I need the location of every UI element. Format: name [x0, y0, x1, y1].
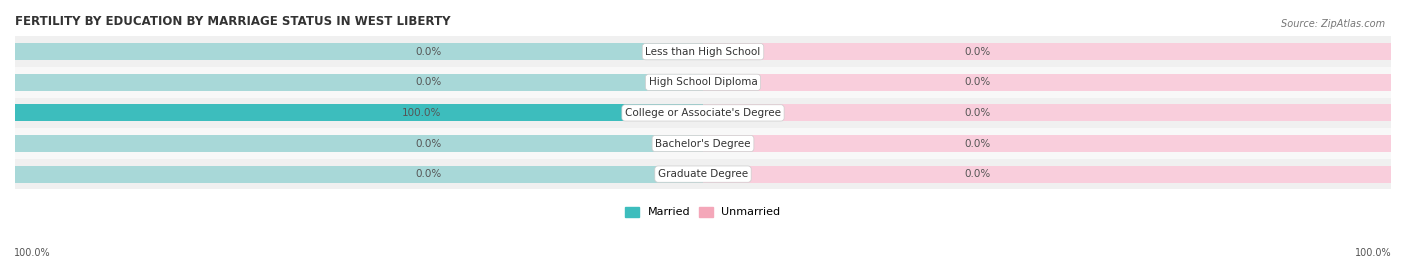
Bar: [15, 104, 703, 121]
Text: Graduate Degree: Graduate Degree: [658, 169, 748, 179]
Text: 0.0%: 0.0%: [965, 77, 991, 87]
Text: 0.0%: 0.0%: [965, 108, 991, 118]
Text: Less than High School: Less than High School: [645, 47, 761, 57]
Text: FERTILITY BY EDUCATION BY MARRIAGE STATUS IN WEST LIBERTY: FERTILITY BY EDUCATION BY MARRIAGE STATU…: [15, 15, 450, 28]
Bar: [15, 135, 703, 152]
Bar: [15, 128, 1391, 159]
Bar: [703, 166, 1391, 183]
Bar: [703, 74, 1391, 91]
Bar: [15, 36, 1391, 67]
Text: College or Associate's Degree: College or Associate's Degree: [626, 108, 780, 118]
Text: High School Diploma: High School Diploma: [648, 77, 758, 87]
Text: 0.0%: 0.0%: [415, 139, 441, 148]
Text: 0.0%: 0.0%: [965, 139, 991, 148]
Text: Bachelor's Degree: Bachelor's Degree: [655, 139, 751, 148]
Bar: [15, 159, 1391, 189]
Bar: [15, 74, 703, 91]
Text: 0.0%: 0.0%: [965, 47, 991, 57]
Text: 100.0%: 100.0%: [402, 108, 441, 118]
Text: 100.0%: 100.0%: [14, 248, 51, 258]
Bar: [703, 104, 1391, 121]
Bar: [15, 104, 703, 121]
Legend: Married, Unmarried: Married, Unmarried: [621, 202, 785, 222]
Text: 0.0%: 0.0%: [415, 169, 441, 179]
Bar: [15, 166, 703, 183]
Text: 100.0%: 100.0%: [1355, 248, 1392, 258]
Text: 0.0%: 0.0%: [415, 77, 441, 87]
Bar: [15, 43, 703, 60]
Text: 0.0%: 0.0%: [415, 47, 441, 57]
Text: Source: ZipAtlas.com: Source: ZipAtlas.com: [1281, 19, 1385, 29]
Bar: [15, 98, 1391, 128]
Bar: [15, 67, 1391, 98]
Bar: [703, 135, 1391, 152]
Bar: [703, 43, 1391, 60]
Text: 0.0%: 0.0%: [965, 169, 991, 179]
